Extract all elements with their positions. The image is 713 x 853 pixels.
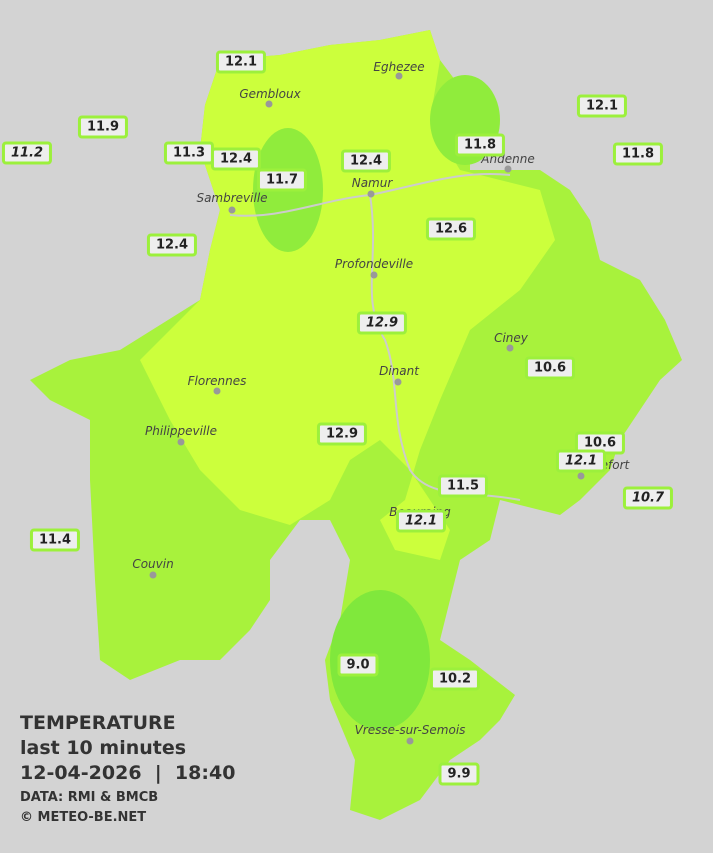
station-value: 11.8 (612, 142, 664, 166)
legend-copyright: © METEO-BE.NET (20, 810, 147, 825)
city-dot (177, 438, 185, 446)
station-value: 12.4 (146, 233, 198, 257)
city-label: Ciney (494, 331, 528, 345)
station-value: 10.7 (622, 486, 674, 510)
city-label: Vresse-sur-Semois (354, 723, 466, 737)
station-value: 11.5 (437, 474, 489, 498)
city-dot (506, 344, 514, 352)
city-label: Dinant (379, 364, 419, 378)
city-dot (228, 206, 236, 214)
station-value: 12.1 (576, 94, 628, 118)
station-value: 10.6 (524, 356, 576, 380)
station-value: 10.2 (429, 667, 481, 691)
station-value: 11.4 (29, 528, 81, 552)
station-value: 11.8 (454, 133, 506, 157)
station-value: 12.1 (395, 509, 447, 533)
station-value: 12.4 (210, 147, 262, 171)
station-value: 9.0 (337, 653, 379, 677)
station-value: 11.2 (1, 141, 53, 165)
station-value: 11.3 (163, 141, 215, 165)
city-dot (367, 190, 375, 198)
city-label: Eghezee (373, 60, 425, 74)
city-dot (394, 378, 402, 386)
station-value: 12.4 (340, 149, 392, 173)
city-dot (406, 737, 414, 745)
city-label: Couvin (132, 557, 174, 571)
station-value: 12.9 (316, 422, 368, 446)
city-label: Profondeville (334, 257, 414, 271)
station-value: 12.6 (425, 217, 477, 241)
station-value: 11.7 (256, 168, 308, 192)
station-value: 12.1 (555, 449, 607, 473)
city-dot (370, 271, 378, 279)
city-dot (149, 571, 157, 579)
city-label: Namur (351, 176, 393, 190)
station-value: 11.9 (77, 115, 129, 139)
city-dot (504, 165, 512, 173)
legend-title: TEMPERATURE (20, 712, 176, 734)
city-label: Sambreville (196, 191, 268, 205)
legend-source: DATA: RMI & BMCB (20, 790, 159, 805)
city-dot (213, 387, 221, 395)
city-dot (395, 72, 403, 80)
city-dot (577, 472, 585, 480)
legend-subtitle: last 10 minutes (20, 737, 187, 759)
city-label: Florennes (187, 374, 247, 388)
station-value: 12.1 (215, 50, 267, 74)
cool-zone (330, 590, 430, 730)
city-dot (265, 100, 273, 108)
station-value: 9.9 (438, 762, 480, 786)
city-label: Gembloux (239, 87, 301, 101)
legend-datetime: 12-04-2026 | 18:40 (20, 762, 236, 784)
station-value: 12.9 (356, 311, 408, 335)
city-label: Philippeville (145, 424, 217, 438)
